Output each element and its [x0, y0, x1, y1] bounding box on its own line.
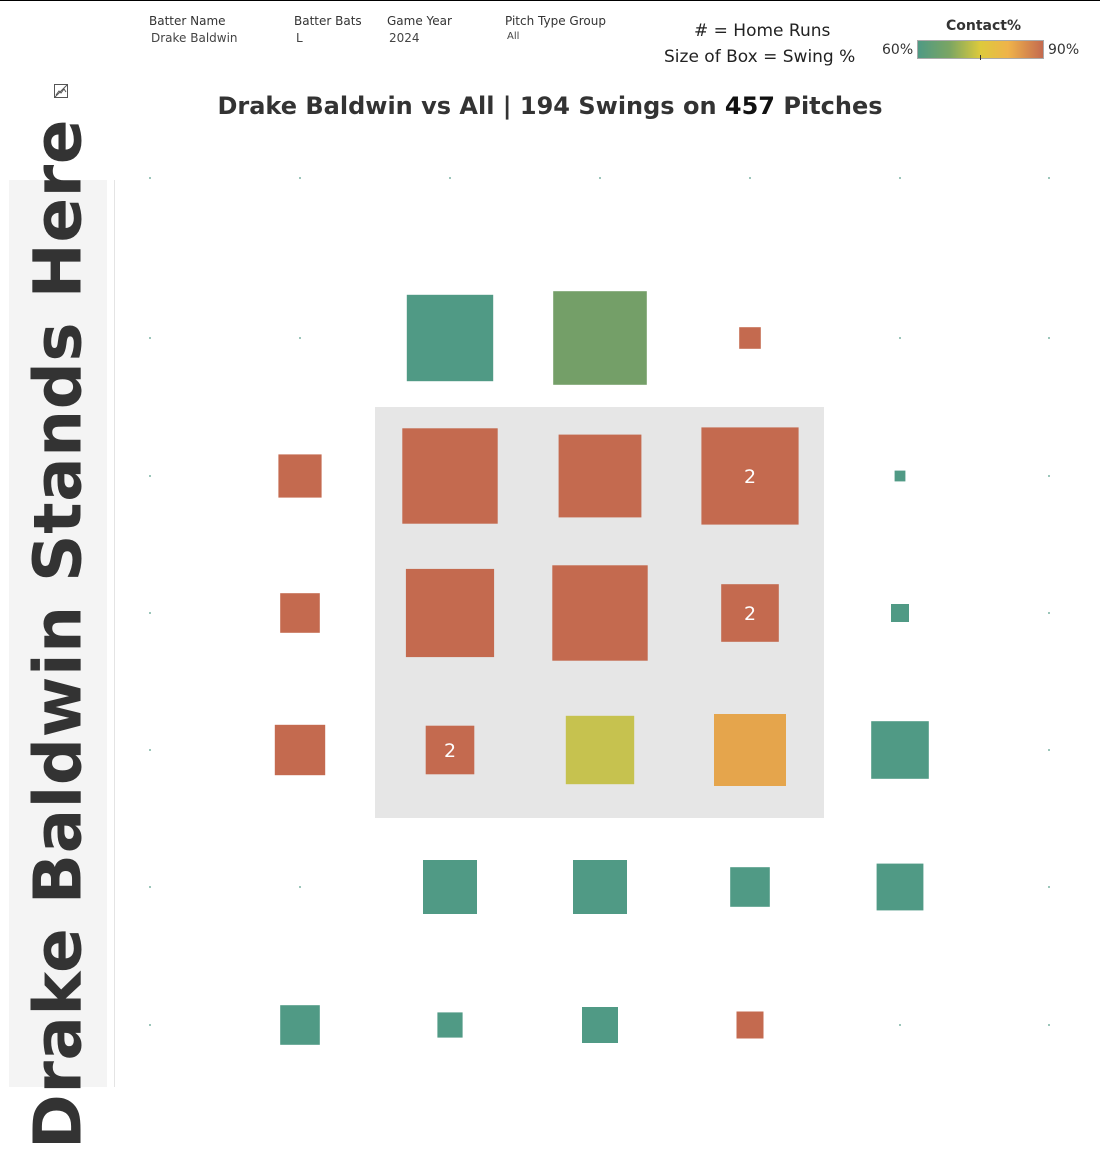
zone-heatmap: 2 2 2 [149, 177, 1050, 1045]
title-prefix: Drake Baldwin vs All | [217, 92, 512, 120]
zone-box-r1-c4[interactable] [739, 327, 761, 349]
empty-zone-marker [449, 177, 451, 179]
contact-color-scale[interactable] [917, 40, 1044, 60]
filter-batter-name[interactable]: Batter Name Drake Baldwin [149, 14, 238, 45]
empty-zone-marker [899, 337, 901, 339]
filter-label: Batter Name [149, 14, 226, 28]
empty-zone-marker [749, 177, 751, 179]
batter-side-banner [9, 180, 107, 1087]
filter-value[interactable]: All [507, 31, 520, 42]
zone-box-r1-c2[interactable] [406, 294, 494, 382]
home-runs-note: # = Home Runs [694, 21, 831, 41]
empty-zone-marker [1048, 337, 1050, 339]
zone-box-r5-c5[interactable] [876, 863, 924, 911]
filter-value[interactable]: L [296, 31, 303, 45]
filter-batter-bats[interactable]: Batter Bats L [294, 14, 362, 45]
zone-box-r5-c4[interactable] [730, 867, 770, 907]
filter-value[interactable]: 2024 [389, 31, 420, 45]
filter-label: Pitch Type Group [505, 14, 606, 28]
empty-zone-marker [1048, 749, 1050, 751]
zone-box-r2-c4[interactable] [701, 427, 799, 525]
zone-box-r1-c3[interactable] [553, 291, 647, 385]
empty-zone-marker [149, 1024, 151, 1026]
zone-box-r4-c1[interactable] [274, 724, 326, 776]
empty-zone-marker [899, 177, 901, 179]
home-run-label: 2 [744, 603, 756, 625]
chart-title: Drake Baldwin vs All | 194 Swings on 457… [0, 92, 1100, 120]
empty-zone-marker [299, 886, 301, 888]
zone-box-r6-c2[interactable] [437, 1012, 463, 1038]
empty-zone-marker [299, 337, 301, 339]
empty-zone-marker [299, 177, 301, 179]
filter-pitch-type-group[interactable]: Pitch Type Group All [505, 14, 606, 42]
zone-box-r2-c1[interactable] [278, 454, 322, 498]
zone-box-r2-c5[interactable] [894, 470, 906, 482]
empty-zone-marker [149, 337, 151, 339]
side-divider [114, 180, 115, 1087]
zone-box-r3-c3[interactable] [552, 565, 648, 661]
zone-box-r3-c2[interactable] [405, 568, 495, 658]
title-suffix: Pitches [783, 92, 883, 120]
empty-zone-marker [149, 612, 151, 614]
top-border [0, 0, 1100, 1]
zone-box-r6-c1[interactable] [280, 1005, 320, 1045]
zone-box-r2-c3[interactable] [558, 434, 642, 518]
zone-box-r4-c5[interactable] [871, 721, 929, 779]
home-run-label: 2 [744, 466, 756, 488]
zone-box-r4-c3[interactable] [565, 715, 635, 785]
empty-zone-marker [1048, 177, 1050, 179]
empty-zone-marker [1048, 1024, 1050, 1026]
filter-value[interactable]: Drake Baldwin [151, 31, 238, 45]
contact-legend-title: Contact% [946, 18, 1022, 34]
empty-zone-marker [149, 749, 151, 751]
filter-label: Batter Bats [294, 14, 362, 28]
home-run-label: 2 [444, 740, 456, 762]
empty-zone-marker [149, 886, 151, 888]
title-swings: 194 Swings on [519, 92, 717, 120]
empty-zone-marker [149, 475, 151, 477]
zone-box-r6-c4[interactable] [736, 1011, 764, 1039]
empty-zone-marker [899, 1024, 901, 1026]
zone-box-r3-c4[interactable] [721, 584, 779, 642]
zone-box-r2-c2[interactable] [402, 428, 498, 524]
empty-zone-marker [149, 177, 151, 179]
swing-size-note: Size of Box = Swing % [664, 47, 856, 67]
image-placeholder-icon [54, 83, 68, 98]
contact-legend-max: 90% [1048, 42, 1080, 58]
zone-box-r3-c5[interactable] [891, 604, 909, 622]
title-pitch-count: 457 [724, 92, 775, 120]
filter-label: Game Year [387, 14, 452, 28]
zone-box-r4-c2[interactable] [425, 725, 475, 775]
zone-box-r3-c1[interactable] [280, 593, 320, 633]
zone-box-r4-c4[interactable] [714, 714, 786, 786]
zone-box-r5-c2[interactable] [423, 860, 477, 914]
zone-box-r6-c3[interactable] [582, 1007, 618, 1043]
contact-scale-tick [980, 55, 981, 60]
empty-zone-marker [599, 177, 601, 179]
empty-zone-marker [1048, 475, 1050, 477]
zone-box-r5-c3[interactable] [573, 860, 627, 914]
contact-legend-min: 60% [882, 42, 914, 58]
empty-zone-marker [1048, 612, 1050, 614]
empty-zone-marker [1048, 886, 1050, 888]
filter-game-year[interactable]: Game Year 2024 [387, 14, 452, 45]
